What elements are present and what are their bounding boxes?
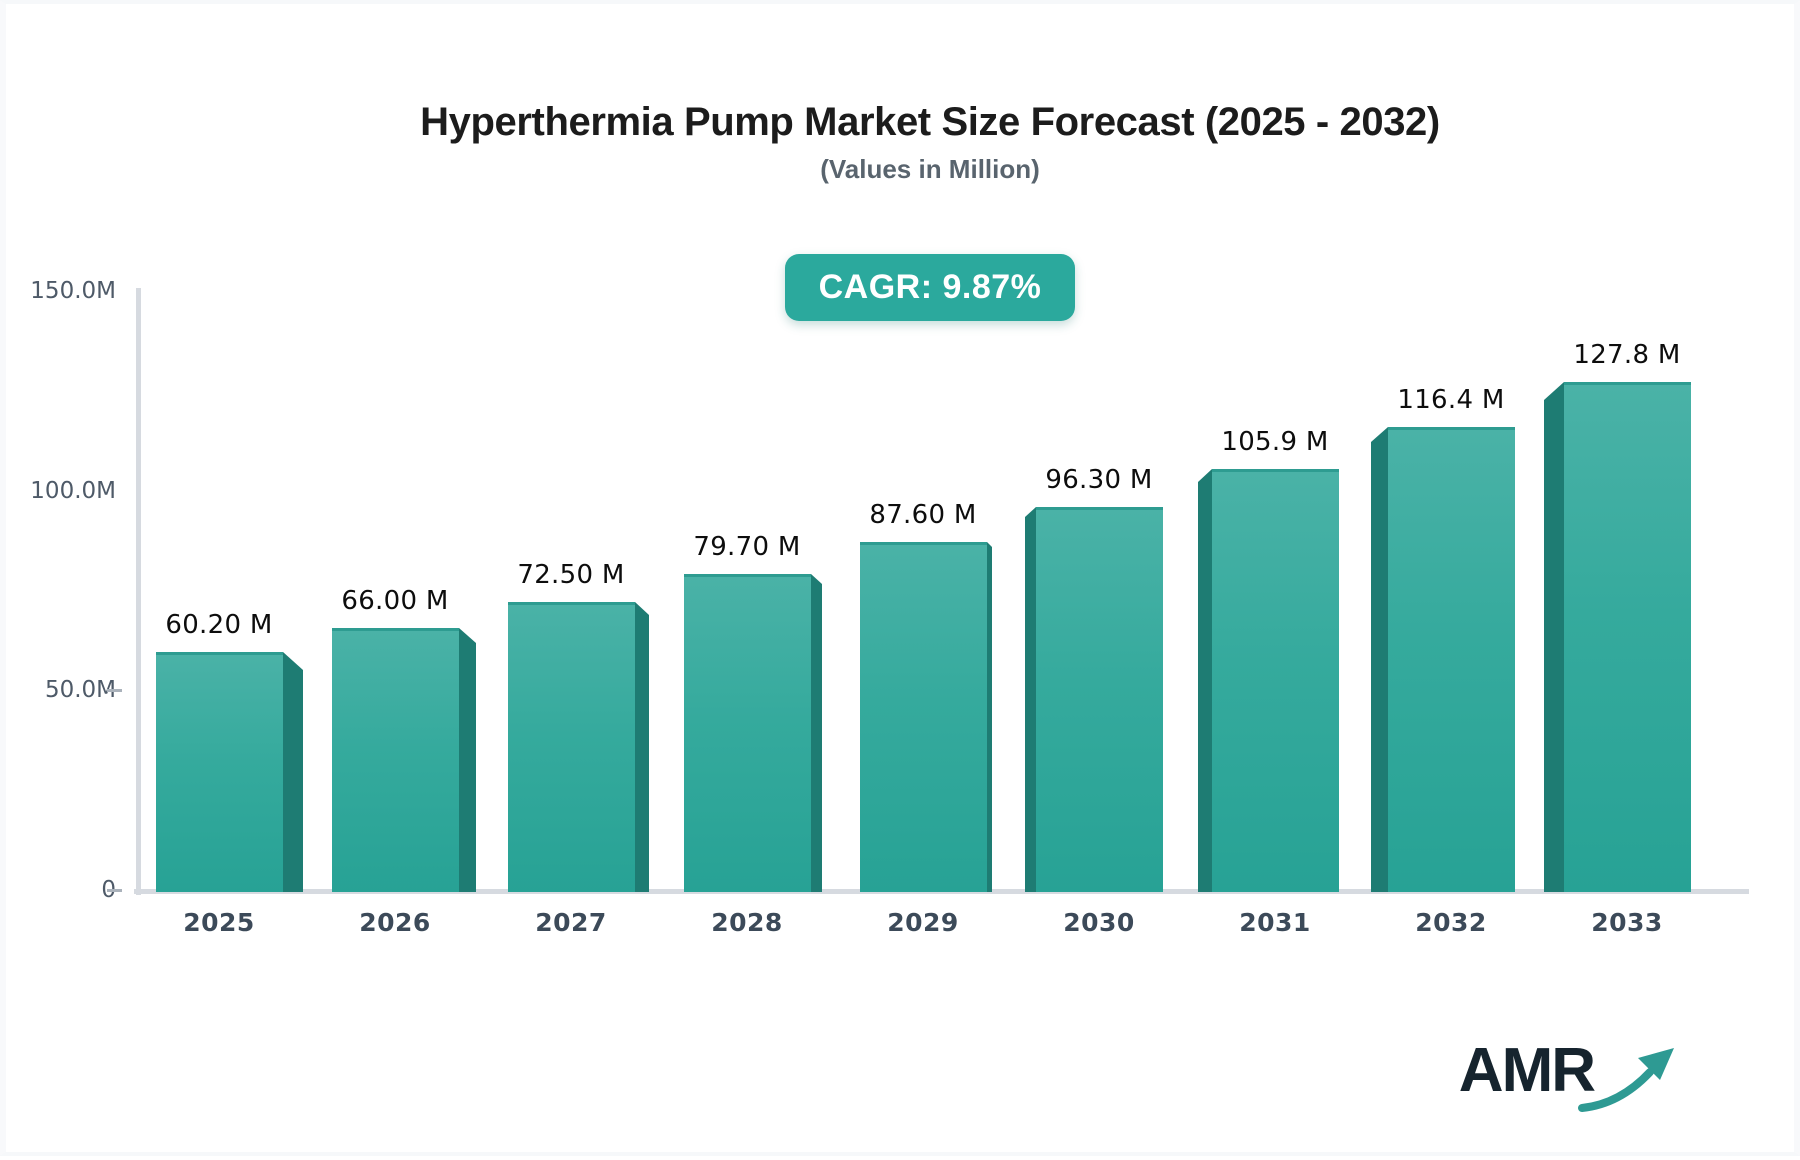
y-axis-line bbox=[136, 288, 141, 895]
y-axis-tick-label: 150.0M bbox=[30, 278, 116, 304]
logo-arrow-icon bbox=[1578, 1048, 1674, 1112]
bar-side-face bbox=[459, 628, 476, 892]
bar-value-label: 116.4 M bbox=[1397, 385, 1505, 415]
bar-value-label: 127.8 M bbox=[1573, 340, 1681, 370]
bar-value-label: 96.30 M bbox=[1045, 465, 1153, 495]
x-axis-label: 2030 bbox=[1063, 908, 1135, 937]
page-title: Hyperthermia Pump Market Size Forecast (… bbox=[420, 100, 1440, 144]
bar-2028[interactable] bbox=[684, 574, 811, 892]
y-axis-tick-label: 0 bbox=[6, 875, 116, 905]
x-axis-label: 2033 bbox=[1591, 908, 1663, 937]
bar-side-face bbox=[1025, 507, 1036, 892]
bar-2032[interactable] bbox=[1388, 427, 1515, 892]
bar-value-label: 87.60 M bbox=[869, 500, 977, 530]
bar-2027[interactable] bbox=[508, 602, 635, 892]
bar-2033[interactable] bbox=[1564, 382, 1691, 892]
bar-side-face bbox=[1198, 469, 1212, 892]
y-axis-tick-dash bbox=[107, 889, 122, 892]
bar-2030[interactable] bbox=[1036, 507, 1163, 892]
x-axis-label: 2029 bbox=[887, 908, 959, 937]
y-axis-tick-label: 100.0M bbox=[30, 477, 116, 504]
chart-subtitle: (Values in Million) bbox=[820, 154, 1040, 184]
bar-2031[interactable] bbox=[1212, 469, 1339, 892]
y-axis-tick-label: 50.0M bbox=[44, 677, 116, 704]
y-axis-tick-dash bbox=[107, 689, 122, 693]
bar-value-label: 66.00 M bbox=[341, 586, 449, 616]
bar-side-face bbox=[811, 574, 822, 892]
x-axis-label: 2026 bbox=[359, 908, 431, 937]
bar-value-label: 105.9 M bbox=[1221, 427, 1329, 457]
amr-logo-text: AMR bbox=[1458, 1036, 1596, 1105]
bar-side-face bbox=[283, 652, 303, 892]
bar-2029[interactable] bbox=[860, 542, 987, 892]
bar-value-label: 79.70 M bbox=[693, 532, 801, 562]
cagr-badge: CAGR: 9.87% bbox=[784, 254, 1076, 321]
bar-value-label: 60.20 M bbox=[165, 610, 273, 640]
bar-value-label: 72.50 M bbox=[517, 560, 625, 590]
bar-side-face bbox=[987, 542, 992, 892]
x-axis-label: 2032 bbox=[1415, 908, 1487, 937]
x-axis-label: 2025 bbox=[183, 908, 255, 937]
bar-side-face bbox=[1371, 427, 1388, 892]
bar-chart: 150.0M 100.0M 50.0M 0 60.20 M 2025 66.00 M 2026… bbox=[6, 4, 1800, 1160]
x-axis-label: 2031 bbox=[1239, 908, 1311, 937]
bar-side-face bbox=[1544, 382, 1564, 892]
bar-2025[interactable] bbox=[156, 652, 283, 892]
amr-logo: AMR bbox=[1459, 1040, 1682, 1118]
bar-side-face bbox=[635, 602, 649, 892]
cagr-badge-row: CAGR: 9.87% bbox=[60, 254, 1800, 321]
x-axis-label: 2027 bbox=[535, 908, 607, 937]
bar-2026[interactable] bbox=[332, 628, 459, 892]
x-axis-label: 2028 bbox=[711, 908, 783, 937]
